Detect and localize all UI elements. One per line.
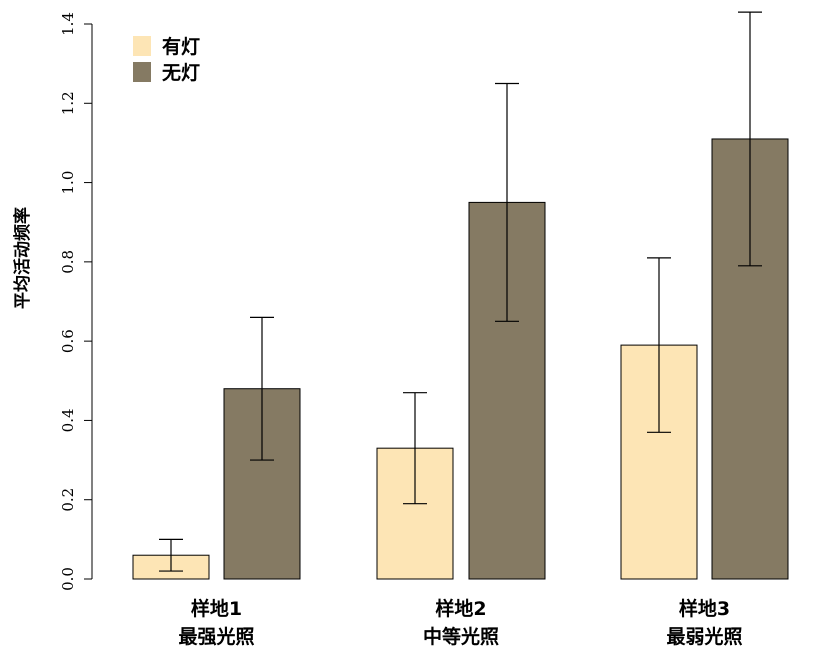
legend-label-2: 无灯 — [162, 62, 200, 84]
category-label-site-3: 样地3 — [679, 597, 730, 620]
error-bars — [159, 11, 762, 572]
legend-swatch-1 — [133, 36, 151, 56]
legend-swatch-2 — [133, 62, 151, 82]
y-axis: 0.0 0.2 0.4 0.6 0.8 1.0 1.2 1.4 — [59, 12, 93, 591]
bars — [132, 138, 789, 580]
y-tick-label: 1.4 — [59, 12, 77, 36]
category-label-light-3: 最弱光照 — [666, 625, 742, 648]
y-tick-label: 0.4 — [59, 408, 77, 432]
category-label-light-1: 最强光照 — [178, 625, 254, 648]
y-tick-label: 1.2 — [59, 91, 77, 115]
y-tick-label: 0.0 — [59, 567, 77, 591]
y-tick-label: 0.8 — [59, 250, 77, 274]
category-label-light-2: 中等光照 — [423, 625, 499, 648]
category-label-site-2: 样地2 — [435, 597, 486, 620]
y-axis-title: 平均活动频率 — [12, 207, 33, 309]
legend-label-1: 有灯 — [162, 35, 200, 58]
x-axis-labels: 样地1 最强光照 样地2 中等光照 样地3 最弱光照 — [178, 597, 742, 648]
y-tick-label: 0.2 — [59, 488, 77, 512]
y-tick-label: 0.6 — [59, 329, 77, 353]
y-tick-label: 1.0 — [59, 171, 77, 195]
category-label-site-1: 样地1 — [191, 597, 242, 620]
